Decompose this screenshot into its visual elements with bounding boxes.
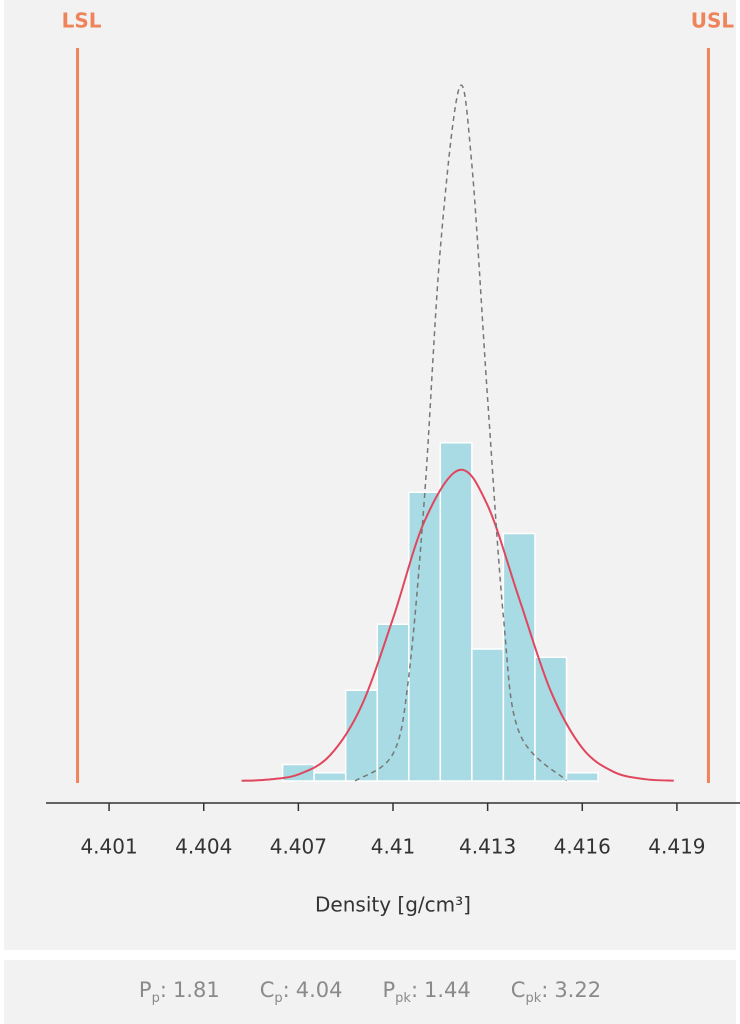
stat-sub: p — [274, 991, 283, 1007]
short-term-curve — [354, 84, 568, 782]
stat-symbol: P — [138, 977, 152, 1002]
x-tick-label: 4.404 — [175, 835, 232, 859]
chart: Density [g/cm³] 4.401 4.404 4.407 4.41 4.413… — [4, 0, 740, 950]
bar — [502, 532, 536, 782]
stat: Pp: 1.81 — [139, 978, 220, 1006]
stat-symbol: C — [510, 977, 526, 1002]
stat: Cp: 4.04 — [260, 978, 343, 1006]
stat-sub: p — [151, 991, 160, 1007]
stat: Ppk: 1.44 — [382, 978, 470, 1006]
bar — [534, 656, 568, 782]
x-tick-label: 4.419 — [648, 835, 705, 859]
bar — [565, 772, 599, 782]
stat-separator: : — [410, 977, 419, 1002]
x-tick-label: 4.407 — [270, 835, 327, 859]
spec-limit-label: LSL — [62, 9, 102, 33]
bar — [471, 648, 505, 782]
stat-sub: pk — [525, 991, 542, 1007]
stat-value: 4.04 — [295, 977, 343, 1002]
x-axis-title: Density [g/cm³] — [315, 893, 471, 917]
footer: Pp: 1.81 Cp: 4.04 Ppk: 1.44 Cpk: 3.22 — [4, 960, 736, 1024]
x-tick-label: 4.413 — [459, 835, 516, 859]
bar — [376, 623, 410, 782]
bar — [313, 772, 347, 782]
spec-limit-label: USL — [691, 9, 735, 33]
x-tick-label: 4.41 — [371, 835, 416, 859]
x-tick-label: 4.401 — [80, 835, 137, 859]
stat-symbol: P — [382, 977, 396, 1002]
stat-separator: : — [159, 977, 167, 1002]
fit-curve — [241, 468, 674, 782]
stat-value: 1.44 — [424, 977, 471, 1002]
stat-separator: : — [282, 977, 290, 1002]
stat-separator: : — [541, 977, 549, 1002]
x-tick-label: 4.416 — [554, 835, 611, 859]
stat-symbol: C — [259, 977, 275, 1002]
stat-value: 1.81 — [172, 977, 220, 1002]
stat: Cpk: 3.22 — [511, 978, 601, 1006]
bar — [408, 491, 442, 782]
bar — [439, 442, 473, 782]
stat-sub: pk — [395, 991, 411, 1007]
plot-background — [4, 0, 736, 950]
stat-value: 3.22 — [554, 977, 602, 1002]
bar — [281, 763, 315, 782]
